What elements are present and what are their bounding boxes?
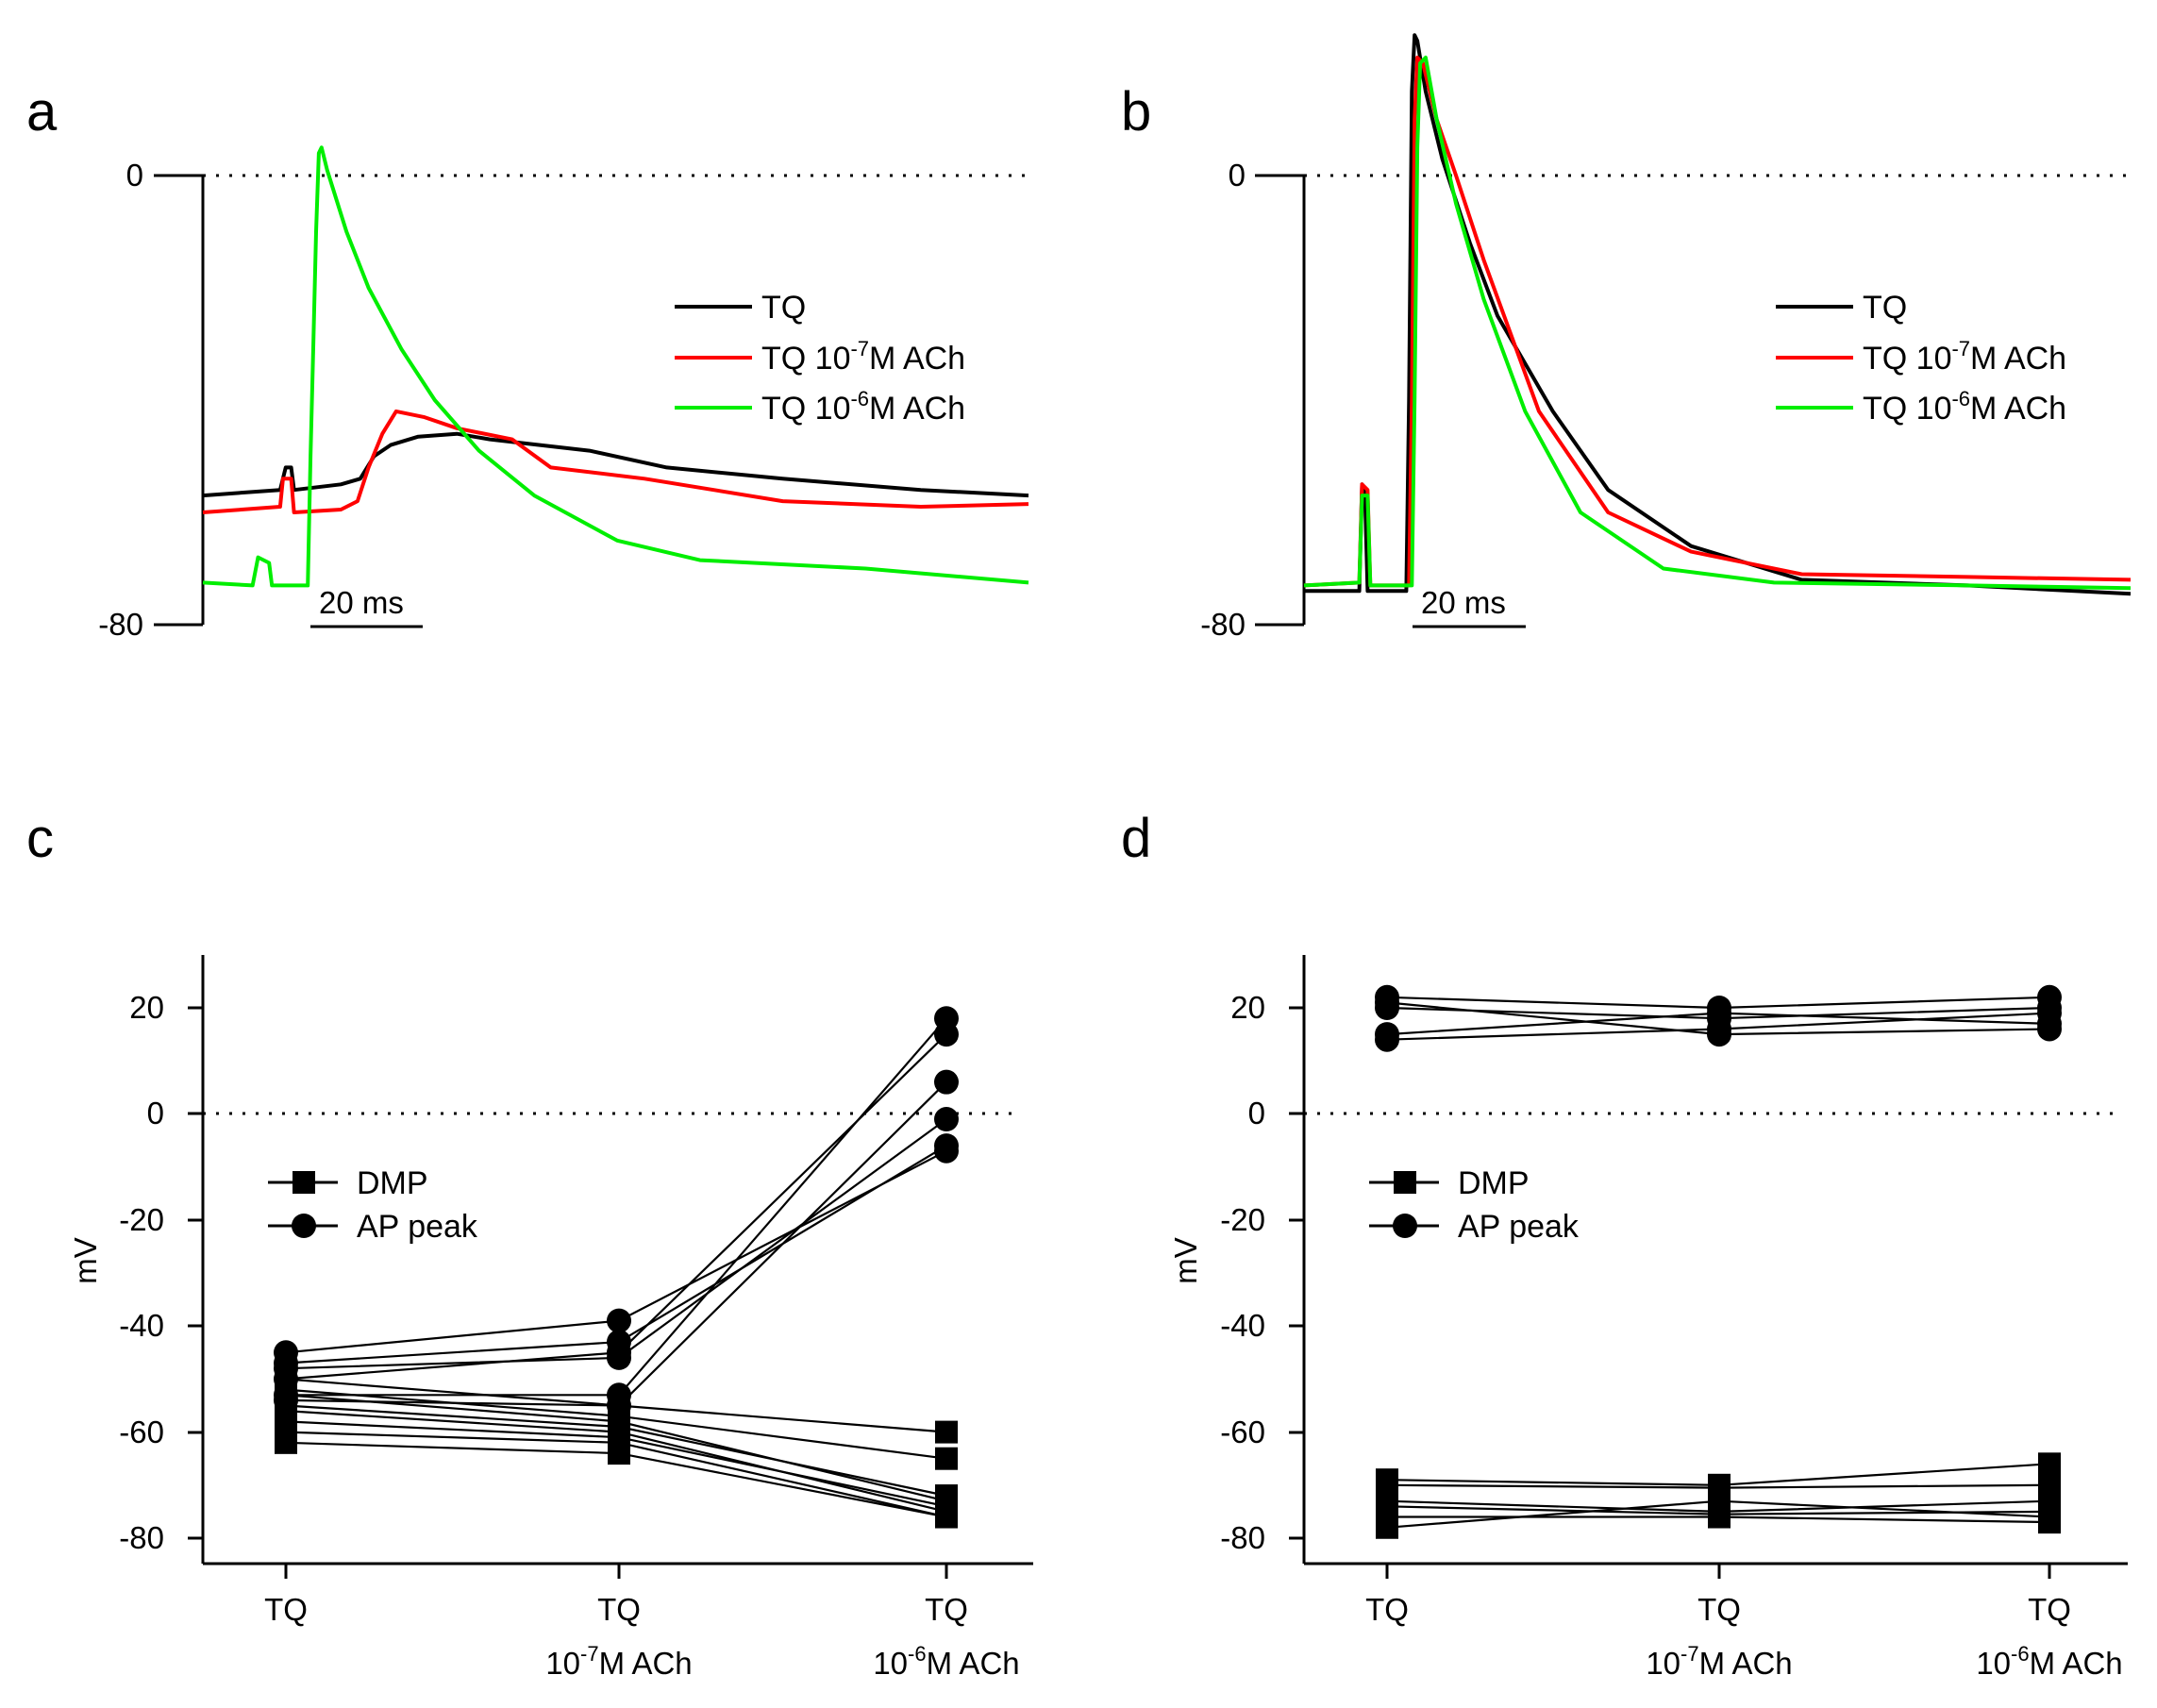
panel-c-appeak-point [274,1356,298,1381]
panel-d-dmp-point [1376,1515,1398,1539]
panel-d-xticks: TQ TQ 10-7M ACh TQ 10-6M ACh [1365,1564,2123,1681]
panel-c-xtick-label-ach6-line2: 10-6M ACh [873,1642,1019,1681]
panel-c-dmp-point [275,1431,297,1454]
legend-b-label-ach6: TQ 10-6M ACh [1863,387,2066,427]
panel-c-ytick-label: -20 [119,1202,164,1237]
panel-b-ytick-label-m80: -80 [1200,607,1246,642]
legend-d-label-appeak: AP peak [1458,1209,1580,1245]
panel-d-dmp-point [1708,1489,1731,1513]
panel-c-dmp-point [608,1420,630,1444]
panel-c-appeak-point [607,1393,631,1418]
panel-c-points [274,1006,959,1529]
panel-d-ytick-label: -80 [1220,1520,1265,1555]
panel-d-yticks: 20 0 -20 -40 -60 -80 [1220,990,1304,1555]
panel-d-xtick-label-ach6: TQ [2028,1592,2071,1627]
panel-c-dmp-point [608,1442,630,1465]
panel-d-xtick-label-ach7: TQ [1697,1592,1741,1627]
legend-c-circle-marker [292,1214,316,1238]
panel-d-ytick-label: -20 [1220,1202,1265,1237]
trace-b-ach6 [1303,56,2132,591]
legend-c-label-dmp: DMP [357,1165,428,1201]
legend-d-label-dmp: DMP [1458,1165,1530,1201]
trace-a-ach7 [202,409,1029,514]
panel-c-xtick-label-ach6: TQ [925,1592,968,1627]
panel-a: a 0 -80 20 ms TQ TQ 10-7M ACh TQ 10-6M A… [26,81,1029,642]
legend-a-label-tq: TQ [761,290,806,326]
panel-c-appeak-point [934,1006,959,1031]
panel-d-appeak-point [1375,1022,1399,1047]
panel-c-ytick-label: 20 [129,990,164,1025]
panel-c-xtick-label-tq: TQ [264,1592,308,1627]
panel-c-dmp-point [935,1420,958,1444]
legend-c-square-marker [293,1171,315,1194]
legend-d-square-marker [1394,1171,1416,1194]
panel-b-ytick-label-0: 0 [1229,158,1246,193]
legend-b-label-ach7: TQ 10-7M ACh [1863,337,2066,377]
legend-b-label-tq: TQ [1863,290,1907,326]
panel-c-appeak-point [934,1107,959,1132]
panel-d: d 20 0 -20 -40 -60 -80 mV TQ TQ 10-7M AC… [1121,808,2128,1681]
panel-c-dmp-point [935,1447,958,1470]
panel-c-ytick-label: 0 [147,1096,164,1130]
panel-c-xticks: TQ TQ 10-7M ACh TQ 10-6M ACh [264,1564,1020,1681]
panel-a-scale-label: 20 ms [319,585,404,620]
panel-b-label: b [1121,81,1151,142]
panel-d-xtick-label-tq: TQ [1365,1592,1409,1627]
legend-a-label-ach7: TQ 10-7M ACh [761,337,965,377]
panel-d-xtick-label-ach6-line2: 10-6M ACh [1976,1642,2122,1681]
panel-d-appeak-point [1375,990,1399,1015]
panel-c-xtick-label-ach7: TQ [597,1592,641,1627]
panel-d-points [1375,984,2062,1539]
panel-d-dmp-point [2038,1505,2061,1529]
panel-d-ytick-label: 20 [1230,990,1265,1025]
panel-a-ytick-label-m80: -80 [98,607,143,642]
panel-a-ytick-label-0: 0 [126,158,143,193]
panel-c-ytick-label: -80 [119,1520,164,1555]
panel-c: c 20 0 -20 -40 -60 -80 mV TQ TQ 10-7M AC… [26,808,1033,1681]
panel-a-traces [202,145,1029,588]
panel-d-ytick-label: -60 [1220,1415,1265,1449]
panel-c-dmp-point [935,1499,958,1523]
panel-d-appeak-point [2037,1011,2062,1036]
panel-b: b 0 -80 20 ms TQ TQ 10-7M ACh TQ 10-6M A… [1121,33,2132,642]
trace-a-ach6 [202,145,1029,588]
panel-d-ytick-label: -40 [1220,1308,1265,1343]
panel-c-appeak-point [607,1345,631,1370]
panel-c-label: c [26,808,54,869]
panel-d-appeak-point [1707,1000,1731,1026]
panel-d-dmp-point [2038,1452,2061,1476]
panel-c-xtick-label-ach7-line2: 10-7M ACh [545,1642,692,1681]
panel-a-label: a [26,81,58,142]
panel-d-xtick-label-ach7-line2: 10-7M ACh [1646,1642,1792,1681]
panel-b-traces [1303,33,2132,596]
panel-c-ytick-label: -40 [119,1308,164,1343]
legend-d-circle-marker [1393,1214,1417,1238]
panel-d-label: d [1121,808,1151,869]
panel-c-appeak-point [934,1133,959,1159]
panel-c-yticks: 20 0 -20 -40 -60 -80 [119,990,203,1555]
trace-a-tq [202,431,1029,498]
trace-b-ach7 [1303,56,2132,588]
panel-c-y-label: mV [68,1237,103,1284]
trace-b-tq [1304,33,2132,596]
panel-d-y-label: mV [1168,1237,1203,1284]
panel-b-scale-label: 20 ms [1421,585,1506,620]
legend-a-label-ach6: TQ 10-6M ACh [761,387,965,427]
panel-c-appeak-point [274,1387,298,1413]
panel-c-ytick-label: -60 [119,1415,164,1449]
panel-d-ytick-label: 0 [1248,1096,1265,1130]
panel-c-appeak-point [607,1308,631,1333]
panel-c-appeak-point [934,1069,959,1095]
legend-c-label-appeak: AP peak [357,1209,478,1245]
